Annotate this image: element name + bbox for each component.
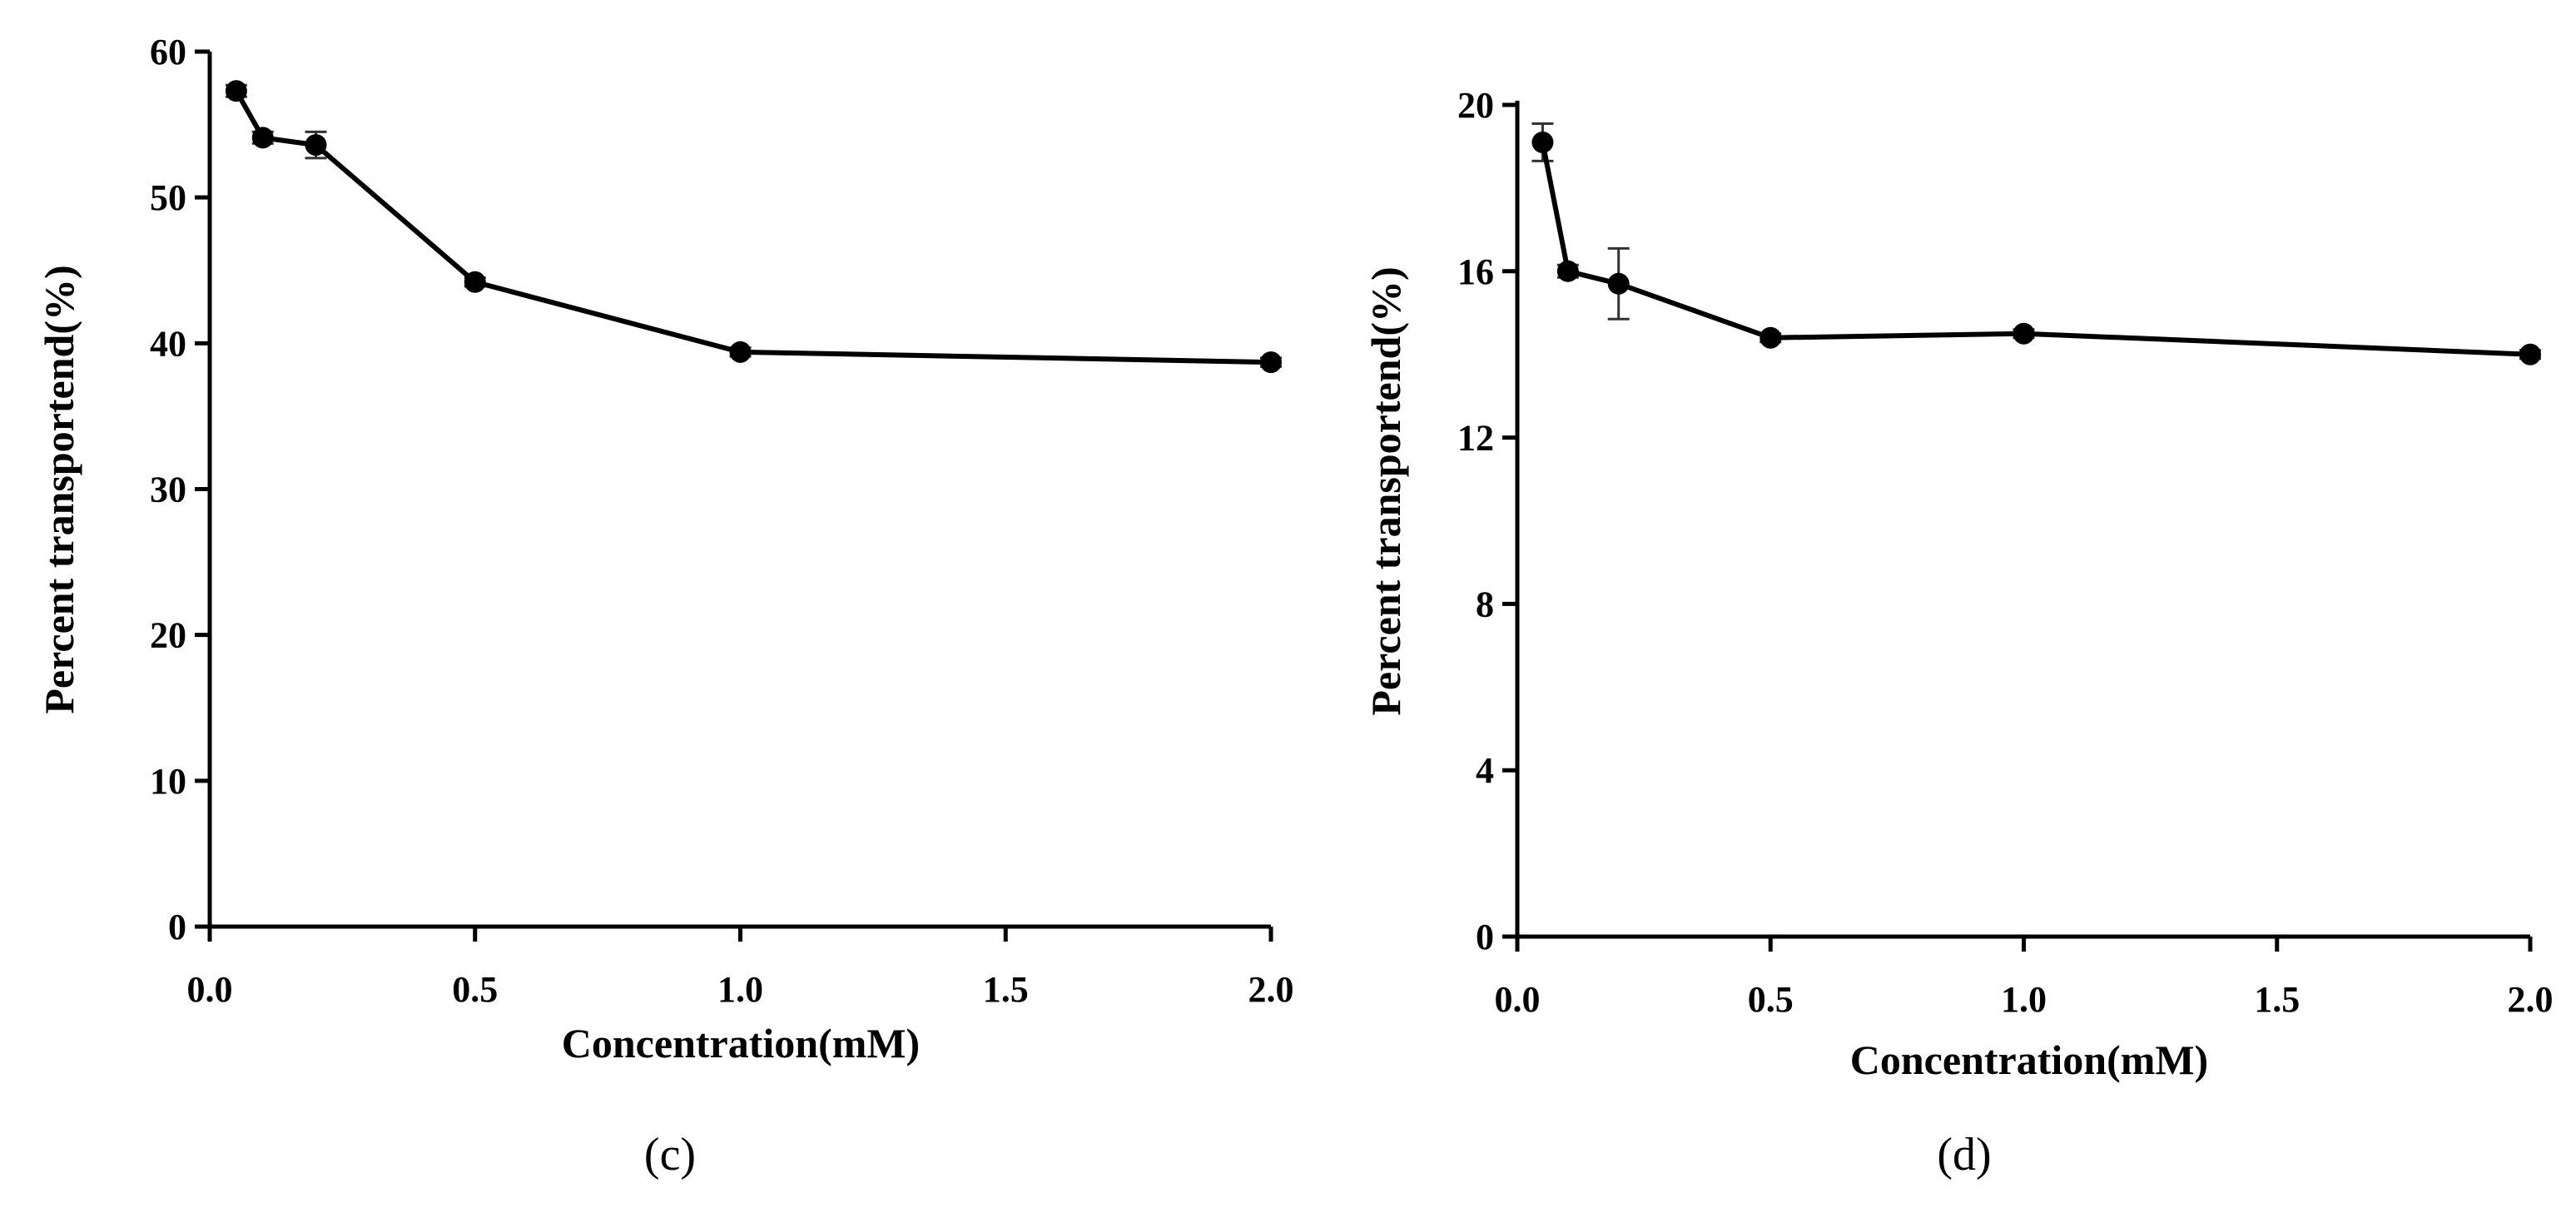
panel-c-series-line [234, 89, 1272, 365]
panel-c-label: (c) [644, 1129, 696, 1181]
panel-c-series [225, 80, 1282, 374]
panel-c-y-tick-label: 30 [150, 470, 186, 510]
panel-d-x-tick-label: 1.0 [2001, 979, 2047, 1020]
panel-c-y-tick-label: 20 [150, 615, 186, 656]
panel-d-series [1531, 131, 2541, 365]
panel-d-chart: 0 4 8 12 16 20 0.0 0.5 1.0 1.5 2.0 Concentration(m… [1362, 85, 2554, 1181]
panel-d-error-bars [1531, 122, 2541, 360]
panel-d-y-tick-label: 8 [1476, 584, 1494, 624]
panel-d-data-point [2013, 322, 2035, 345]
panel-c-x-tick-label: 1.5 [983, 969, 1029, 1010]
panel-d-x-tick-label: 0.5 [1748, 979, 1794, 1020]
panel-c-x-tick-label: 0.0 [187, 969, 233, 1010]
panel-d-axes [1515, 101, 2530, 939]
panel-c-y-tick-label: 50 [150, 177, 186, 218]
panel-c-y-tick-label: 60 [150, 32, 186, 72]
panel-c-error-bars [225, 83, 1282, 368]
panel-c-ticks: 0 10 20 30 40 50 60 0.0 0.5 1.0 1.5 2.0 [150, 32, 1294, 1010]
panel-d-data-point [1760, 326, 1782, 349]
panel-c-x-tick-label: 2.0 [1248, 969, 1294, 1010]
panel-c-chart: 0 10 20 30 40 50 60 0.0 0.5 1.0 1.5 2.0 Concentrati… [36, 32, 1294, 1181]
panel-d-label: (d) [1937, 1129, 1991, 1181]
panel-c-data-point [729, 341, 752, 363]
panel-d-series-line [1540, 142, 2531, 357]
panel-c-y-axis-title: Percent transportend(%) [36, 265, 82, 713]
panel-d-data-point [2519, 343, 2541, 365]
panel-d-ticks: 0 4 8 12 16 20 0.0 0.5 1.0 1.5 2.0 [1457, 85, 2554, 1020]
panel-c-x-axis-title: Concentration(mM) [562, 1020, 920, 1066]
panel-c-data-point [251, 127, 274, 149]
panel-d-x-axis-title: Concentration(mM) [1850, 1036, 2208, 1083]
panel-c-data-point [225, 80, 247, 102]
panel-c-axes [207, 52, 1271, 929]
panel-c-data-point [464, 271, 486, 293]
panel-d-y-axis-title: Percent transportend(%) [1362, 266, 1409, 715]
panel-c-y-tick-label: 10 [150, 761, 186, 802]
panel-d-x-tick-label: 0.0 [1495, 979, 1541, 1020]
panel-d-y-tick-label: 16 [1457, 251, 1494, 292]
panel-d-data-point [1556, 260, 1579, 282]
panel-c-y-tick-label: 0 [168, 907, 186, 947]
panel-c-data-point [1260, 351, 1282, 374]
panel-d-y-tick-label: 0 [1476, 917, 1494, 957]
panel-d-data-point [1607, 272, 1630, 295]
panel-d-x-tick-label: 1.5 [2254, 979, 2300, 1020]
panel-c-data-point [305, 134, 327, 157]
panel-d-y-tick-label: 4 [1476, 750, 1494, 791]
panel-c-x-tick-label: 0.5 [452, 969, 498, 1010]
panel-c-x-tick-label: 1.0 [717, 969, 763, 1010]
panel-c-y-tick-label: 40 [150, 323, 186, 364]
panel-d-data-point [1531, 131, 1554, 153]
panel-d-y-tick-label: 12 [1457, 418, 1494, 459]
panel-d-y-tick-label: 20 [1457, 85, 1494, 126]
panel-d-x-tick-label: 2.0 [2508, 979, 2554, 1020]
